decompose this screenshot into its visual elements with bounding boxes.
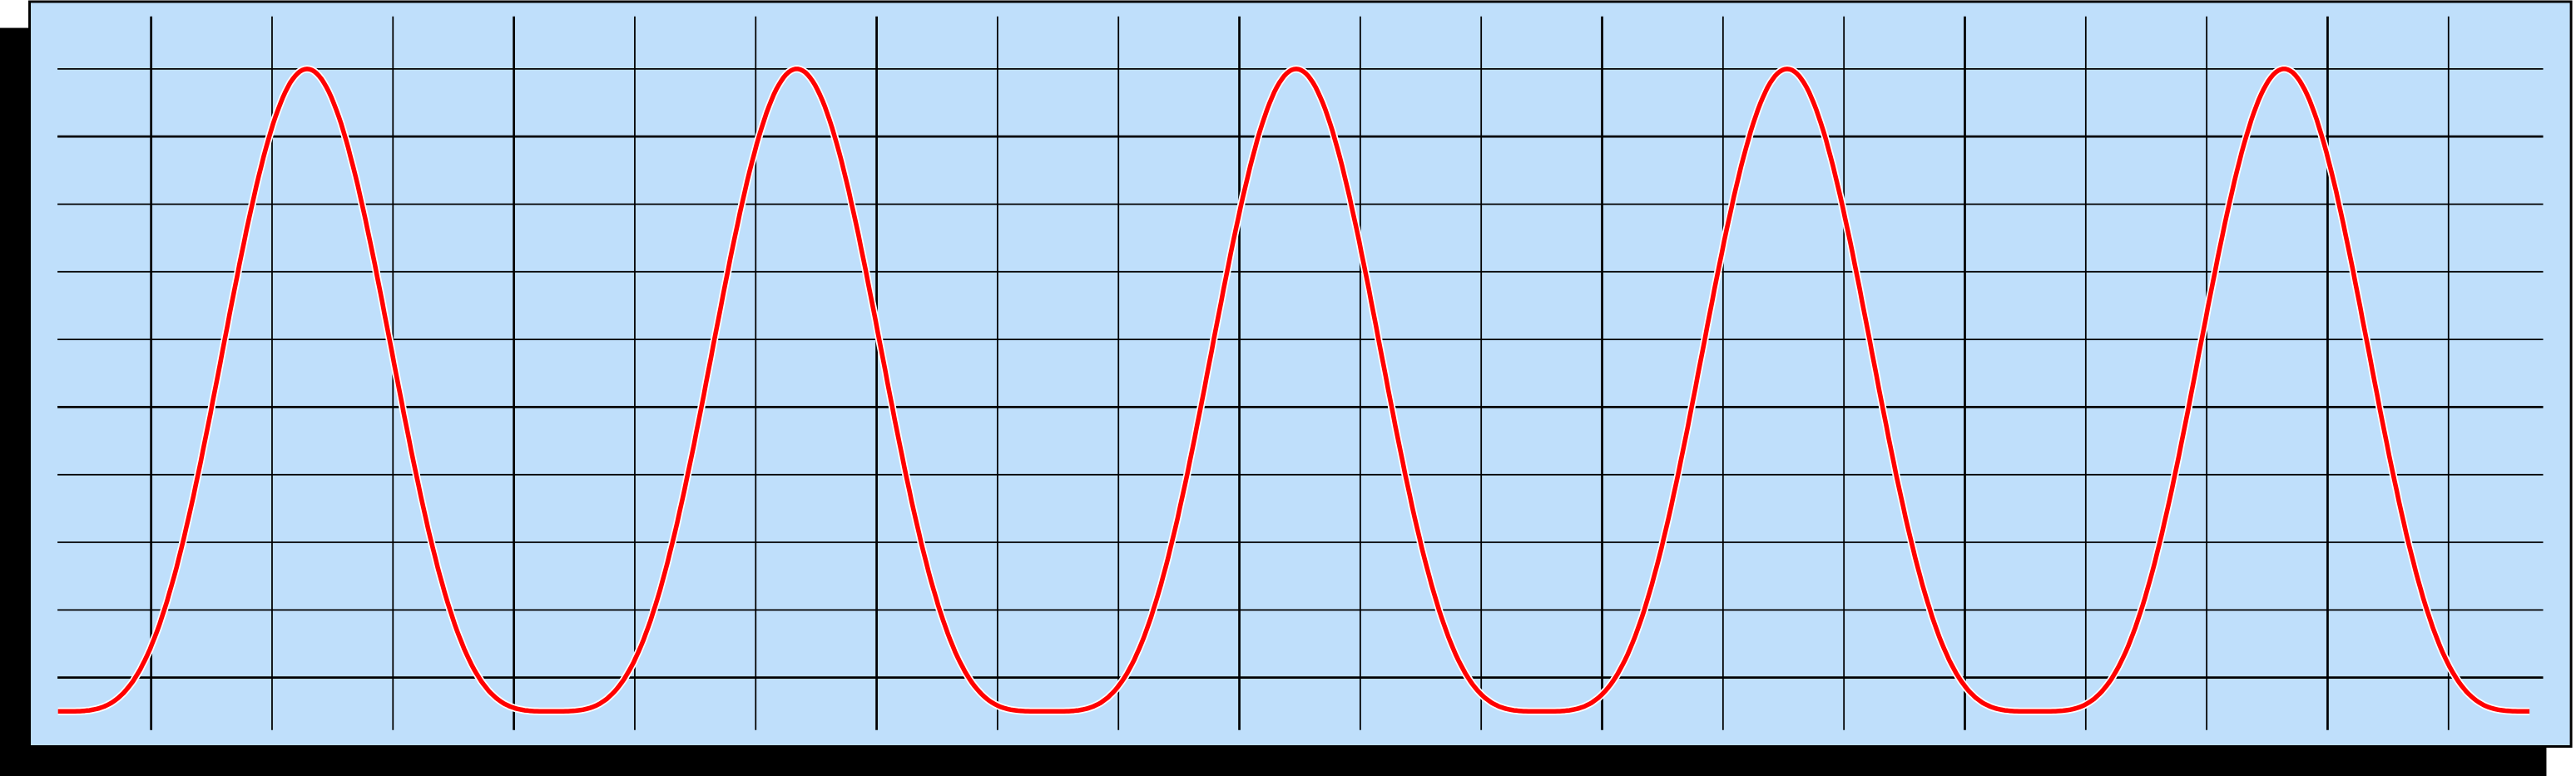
plot-panel bbox=[28, 0, 2573, 748]
curve-layer bbox=[57, 65, 2531, 715]
pulse-series-line bbox=[57, 67, 2530, 714]
